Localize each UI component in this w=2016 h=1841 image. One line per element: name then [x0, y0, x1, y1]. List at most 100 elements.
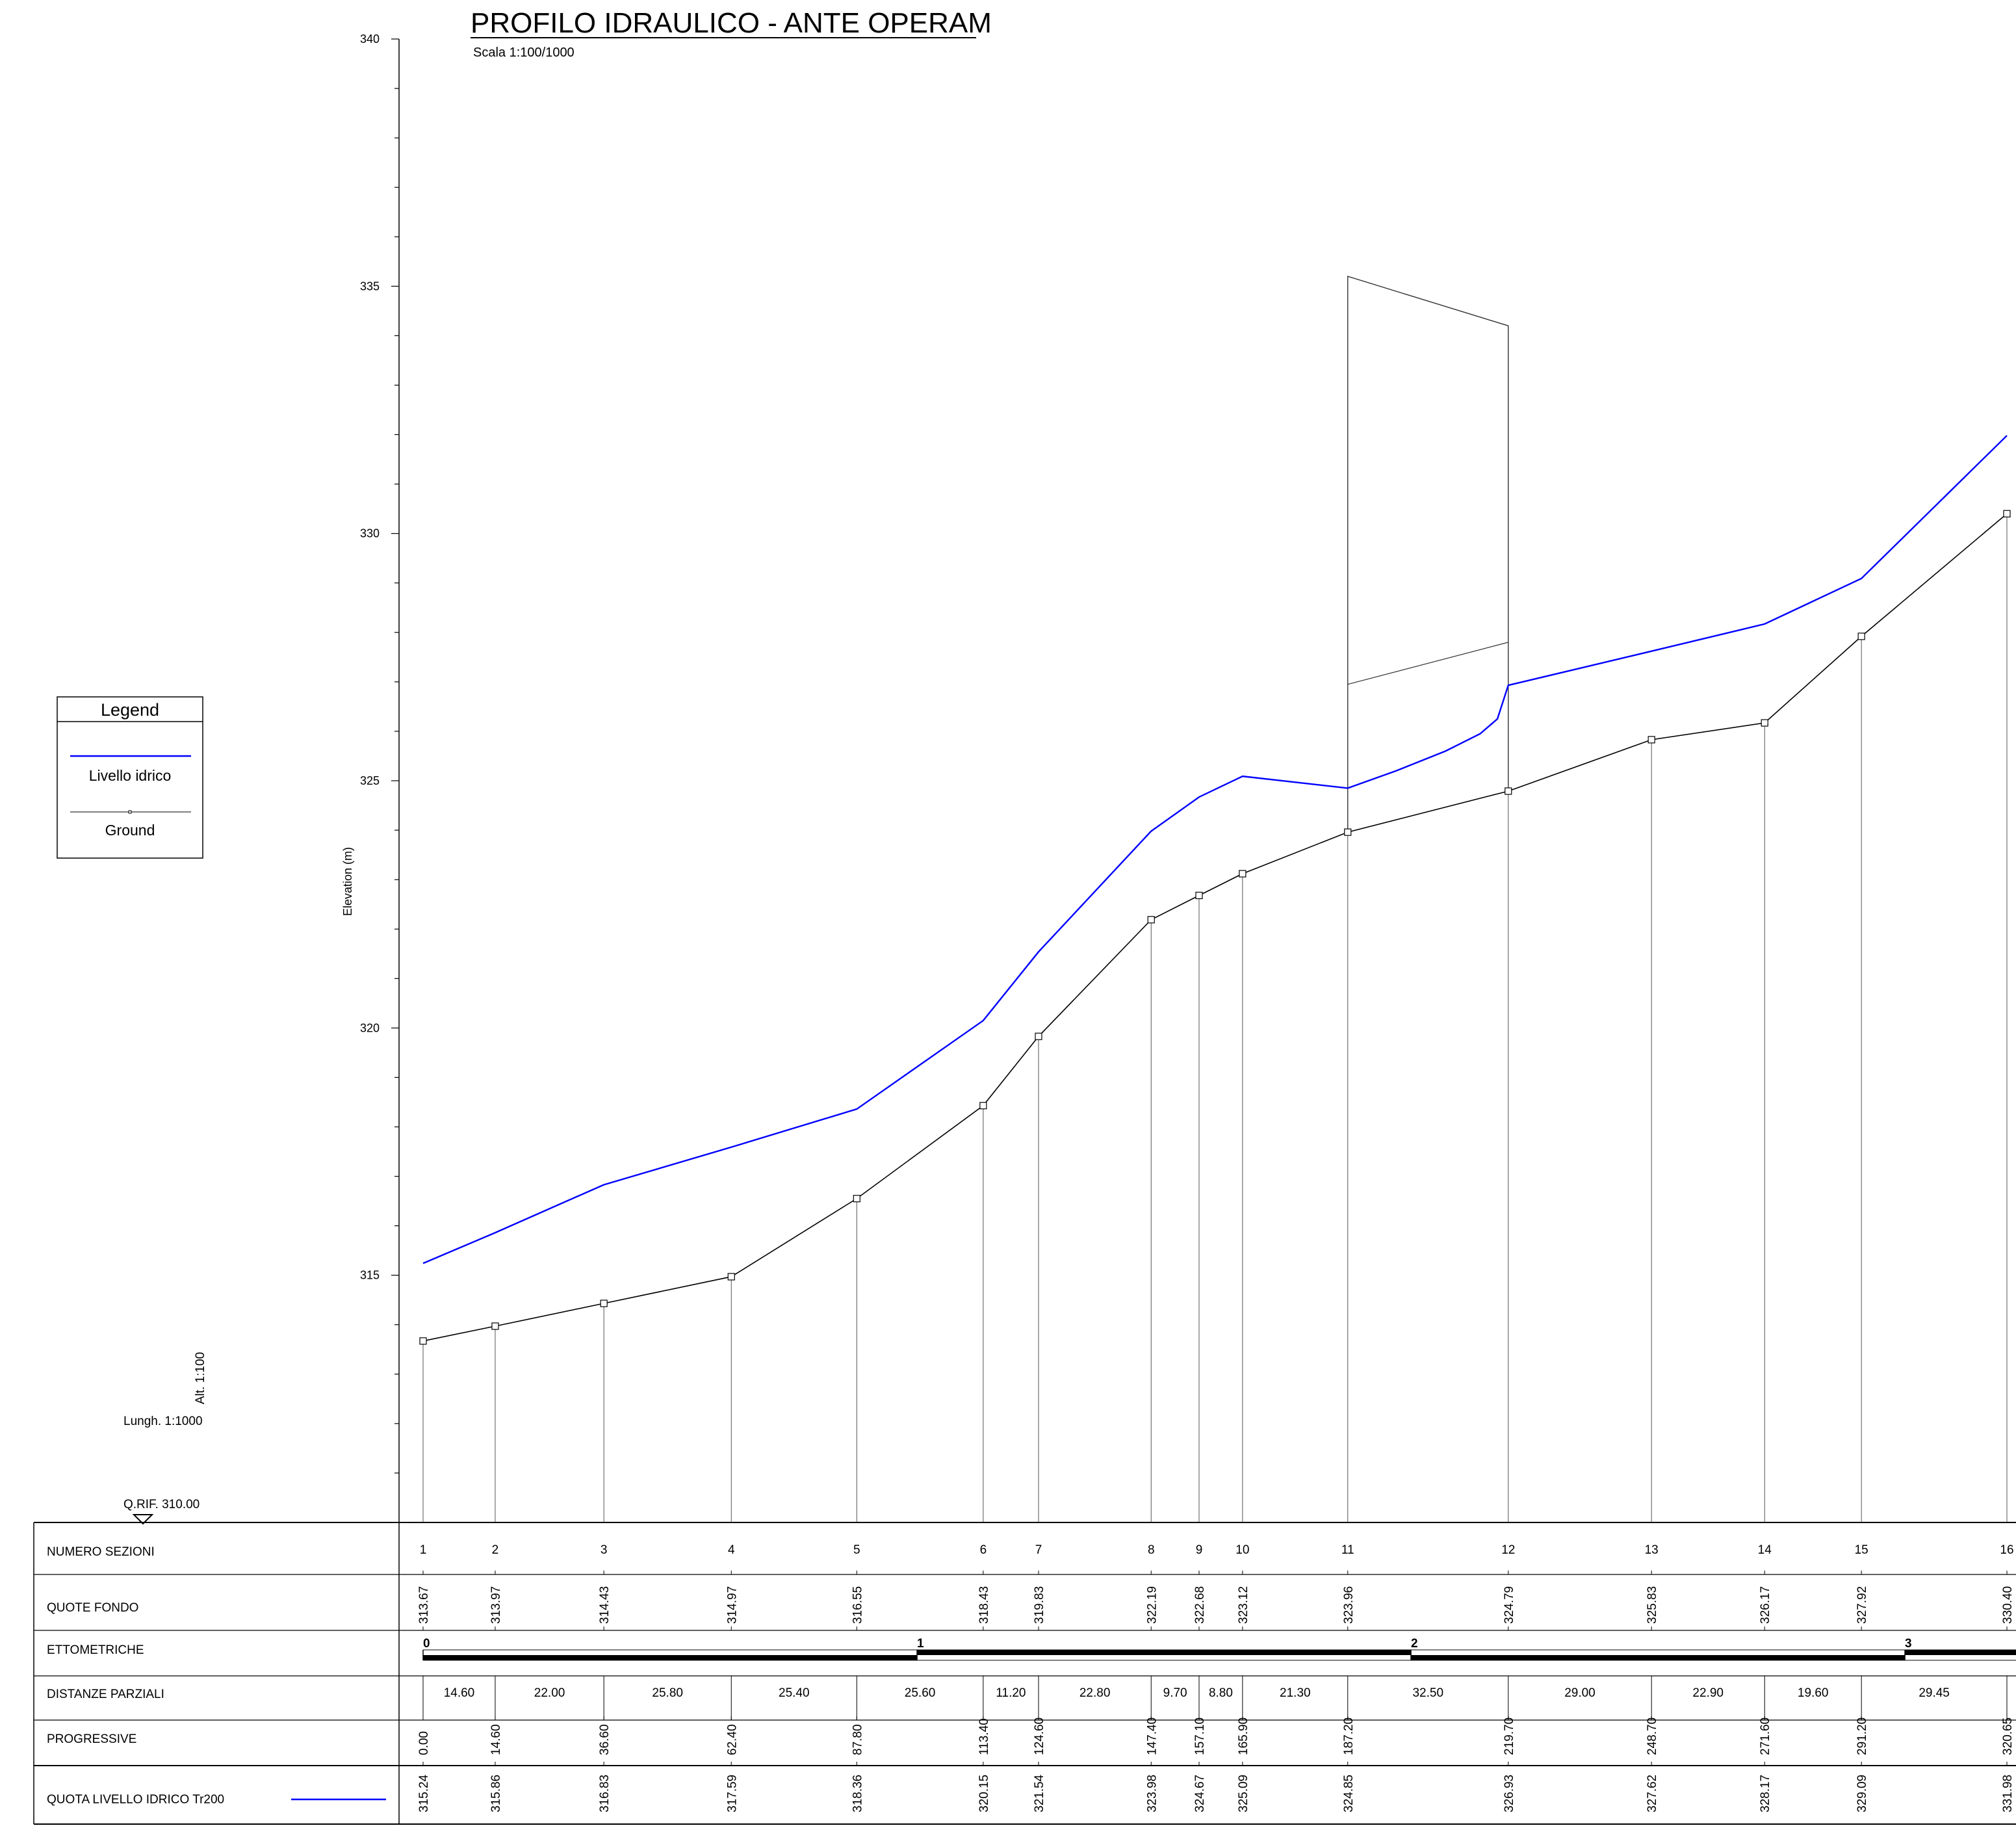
partial-distance-label: 22.90 [1692, 1686, 1724, 1700]
section-number: 6 [980, 1543, 987, 1557]
section-number: 10 [1235, 1543, 1249, 1557]
ettometric-segment [1411, 1655, 1906, 1660]
water-level-label: 315.86 [489, 1775, 503, 1812]
water-level-label: 317.59 [725, 1775, 739, 1812]
water-level-label: 315.24 [417, 1774, 431, 1812]
ground-point [1761, 719, 1768, 727]
ground-point [1195, 891, 1203, 900]
progressive-label: 14.60 [489, 1724, 503, 1755]
legend: Legend Livello idrico Ground [57, 696, 203, 859]
progressive-label: 219.70 [1503, 1717, 1516, 1755]
ground-point [1344, 828, 1352, 836]
ettometric-segment [423, 1655, 918, 1660]
y-tick-label: 335 [360, 280, 380, 293]
ground-elevation-label: 330.40 [2001, 1586, 2015, 1624]
progressive-label: 320.65 [2001, 1717, 2015, 1755]
ground-point [2003, 510, 2011, 517]
progressive-label: 124.60 [1033, 1717, 1046, 1755]
legend-item-water: Livello idrico [89, 767, 172, 784]
ground-elevation-label: 316.55 [851, 1586, 864, 1624]
ground-elevation-label: 324.79 [1503, 1586, 1516, 1624]
ettometric-label: 1 [917, 1637, 924, 1651]
ground-point [1857, 633, 1865, 640]
partial-distance-label: 25.40 [779, 1686, 810, 1700]
qrif-triangle-icon [132, 1514, 154, 1525]
alt-scale-label: Alt. 1:100 [194, 1352, 207, 1404]
chart-subtitle: Scala 1:100/1000 [473, 46, 575, 60]
section-number: 8 [1148, 1543, 1155, 1557]
row-label-quote-fondo: QUOTE FONDO [47, 1601, 138, 1615]
ground-elevation-label: 326.17 [1759, 1586, 1772, 1624]
ground-elevation-label: 323.96 [1342, 1586, 1356, 1624]
section-number: 9 [1196, 1543, 1203, 1557]
water-level-label: 324.67 [1193, 1775, 1207, 1812]
partial-distance-label: 21.30 [1280, 1686, 1311, 1700]
partial-distance-label: 29.45 [1919, 1686, 1950, 1700]
ground-point [1505, 787, 1512, 795]
partial-distance-label: 25.60 [905, 1686, 936, 1700]
row-label-ettometriche: ETTOMETRICHE [47, 1643, 144, 1657]
ground-elevation-label: 314.43 [598, 1586, 612, 1624]
ground-elevation-label: 314.97 [725, 1586, 739, 1624]
partial-distance-label: 9.70 [1163, 1686, 1187, 1700]
ground-point [1147, 916, 1155, 924]
water-level-label: 331.98 [2001, 1775, 2015, 1812]
profile-table: NUMERO SEZIONI QUOTE FONDO ETTOMETRICHE … [33, 1522, 2016, 1825]
partial-distance-label: 22.80 [1079, 1686, 1111, 1700]
water-level-label: 318.36 [851, 1775, 864, 1812]
ground-elevation-label: 322.19 [1145, 1586, 1159, 1624]
ground-elevation-label: 323.12 [1237, 1586, 1250, 1624]
partial-distance-label: 14.60 [444, 1686, 475, 1700]
qrif-label: Q.RIF. 310.00 [123, 1498, 200, 1511]
progressive-label: 165.90 [1237, 1717, 1250, 1755]
water-level-label: 329.09 [1855, 1775, 1869, 1812]
y-tick-label: 315 [360, 1269, 380, 1282]
water-level-label: 316.83 [598, 1775, 612, 1812]
ground-point [1035, 1032, 1042, 1040]
y-tick-label: 330 [360, 527, 380, 540]
progressive-label: 187.20 [1342, 1717, 1356, 1755]
chart-title: PROFILO IDRAULICO - ANTE OPERAM [471, 7, 992, 39]
ground-point [1648, 736, 1655, 744]
y-tick-label: 340 [360, 33, 380, 46]
legend-title: Legend [101, 700, 159, 720]
structure-outline-line [1347, 276, 1509, 833]
ground-elevation-label: 322.68 [1193, 1586, 1207, 1624]
water-level-label: 327.62 [1646, 1775, 1659, 1812]
section-number: 7 [1035, 1543, 1042, 1557]
ground-point [600, 1299, 608, 1307]
progressive-label: 113.40 [977, 1718, 991, 1755]
section-number: 16 [2000, 1543, 2013, 1557]
section-number: 13 [1645, 1543, 1659, 1557]
water-line [422, 435, 2008, 1264]
ground-elevation-label: 313.67 [417, 1586, 431, 1624]
water-level-label: 320.15 [977, 1775, 991, 1812]
section-verticals [422, 514, 2008, 1522]
ettometric-segment [1905, 1650, 2016, 1655]
section-number: 11 [1341, 1543, 1354, 1557]
section-number: 2 [492, 1543, 499, 1557]
water-level-label: 321.54 [1033, 1774, 1046, 1812]
progressive-label: 271.60 [1759, 1717, 1772, 1755]
ground-line [422, 513, 2008, 1342]
ground-elevation-label: 325.83 [1646, 1586, 1659, 1624]
ettometric-label: 2 [1411, 1637, 1418, 1651]
section-number: 15 [1855, 1543, 1868, 1557]
water-level-label: 324.85 [1342, 1775, 1356, 1812]
section-number: 3 [601, 1543, 608, 1557]
ground-point [491, 1322, 499, 1330]
ground-point [853, 1195, 860, 1203]
ground-point [419, 1337, 427, 1345]
ground-point [979, 1102, 987, 1110]
partial-distance-label: 19.60 [1798, 1686, 1829, 1700]
progressive-label: 0.00 [417, 1731, 431, 1755]
partial-distance-label: 22.00 [534, 1686, 565, 1700]
row-label-quota-livello: QUOTA LIVELLO IDRICO Tr200 [47, 1793, 224, 1807]
y-tick-label: 325 [360, 774, 380, 787]
ettometric-label: 3 [1905, 1637, 1912, 1651]
legend-ground-marker [128, 810, 132, 814]
ground-elevation-label: 327.92 [1855, 1586, 1869, 1624]
row-label-numero-sezioni: NUMERO SEZIONI [47, 1545, 155, 1559]
series-lines [419, 435, 2011, 1345]
